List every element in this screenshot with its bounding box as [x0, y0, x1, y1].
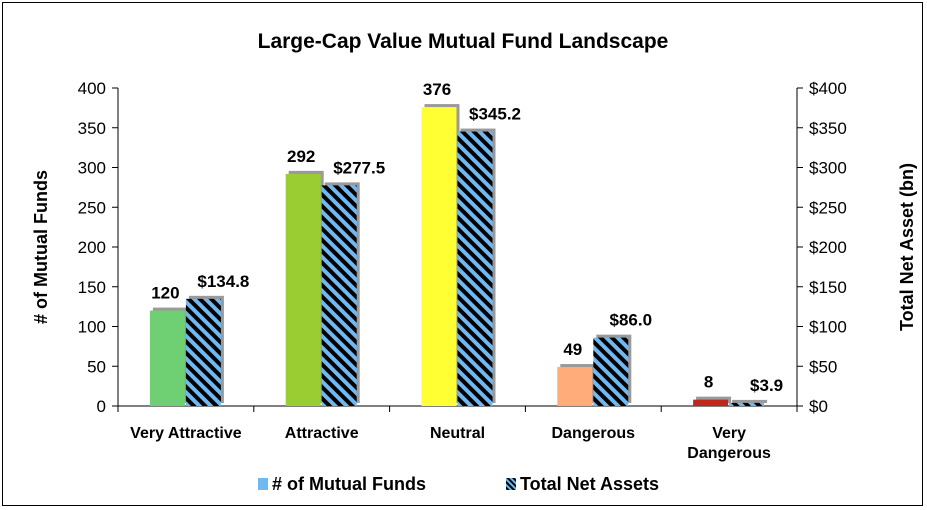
- bar-mutual-funds: [557, 367, 593, 406]
- left-tick-label: 250: [78, 198, 106, 217]
- data-label-mutual-funds: 49: [563, 340, 582, 359]
- data-label-net-assets: $134.8: [197, 272, 249, 291]
- right-tick-label: $200: [809, 238, 847, 257]
- bar-mutual-funds: [285, 173, 321, 406]
- legend-label-mutual-funds: # of Mutual Funds: [272, 474, 426, 494]
- right-tick-label: $350: [809, 119, 847, 138]
- category-label-line: Very: [712, 425, 746, 442]
- left-tick-label: 300: [78, 159, 106, 178]
- left-tick-label: 150: [78, 278, 106, 297]
- data-label-net-assets: $345.2: [469, 105, 521, 124]
- data-label-mutual-funds: 376: [423, 80, 451, 99]
- bar-net-assets: [321, 185, 357, 406]
- data-label-net-assets: $3.9: [750, 376, 783, 395]
- category-label: Dangerous: [552, 425, 636, 442]
- category-label-line: Neutral: [430, 425, 485, 442]
- right-axis: $0 $50 $100 $150 $200 $250 $300 $350 $400 Total N…: [796, 79, 917, 416]
- legend: # of Mutual Funds Total Net Assets: [258, 474, 659, 494]
- legend-swatch-net-assets: [506, 478, 516, 490]
- x-axis: Very Attractive Attractive Neutral Dangerou…: [117, 405, 798, 462]
- left-axis-title: # of Mutual Funds: [31, 170, 51, 324]
- bar-net-assets: [185, 298, 221, 406]
- data-label-net-assets: $86.0: [610, 311, 653, 330]
- category-label: Attractive: [285, 425, 359, 442]
- right-tick-label: $250: [809, 198, 847, 217]
- left-tick-label: 50: [87, 357, 106, 376]
- right-tick-label: $0: [809, 397, 828, 416]
- left-tick-label: 0: [97, 397, 106, 416]
- category-label: Neutral: [430, 425, 485, 442]
- bar-mutual-funds: [149, 310, 185, 406]
- category-label-line: Dangerous: [687, 445, 771, 462]
- bar-mutual-funds: [693, 399, 729, 406]
- category-label: Very Attractive: [130, 425, 242, 442]
- left-tick-label: 100: [78, 318, 106, 337]
- left-tick-label: 200: [78, 238, 106, 257]
- data-label-net-assets: $277.5: [333, 158, 385, 177]
- right-tick-label: $50: [809, 357, 837, 376]
- data-labels: 120 $134.8 292 $277.5 376 $345.2 49 $86.0 8 $3.9: [151, 80, 783, 395]
- legend-label-net-assets: Total Net Assets: [520, 474, 659, 494]
- bar-net-assets: [457, 131, 493, 407]
- right-tick-label: $300: [809, 159, 847, 178]
- right-tick-label: $100: [809, 318, 847, 337]
- category-label-line: Dangerous: [552, 425, 636, 442]
- right-tick-label: $150: [809, 278, 847, 297]
- left-tick-label: 400: [78, 79, 106, 98]
- data-label-mutual-funds: 120: [151, 284, 179, 303]
- right-axis-title: Total Net Asset (bn): [897, 163, 917, 331]
- data-label-mutual-funds: 8: [704, 373, 713, 392]
- right-tick-label: $400: [809, 79, 847, 98]
- left-axis: 0 50 100 150 200 250 300 350 400 # of Mutual Fund…: [31, 79, 119, 416]
- bars: [149, 104, 768, 407]
- chart-title: Large-Cap Value Mutual Fund Landscape: [258, 30, 669, 53]
- data-label-mutual-funds: 292: [287, 147, 315, 166]
- legend-swatch-mutual-funds: [258, 478, 268, 490]
- category-label: Very Dangerous: [687, 425, 771, 462]
- category-label-line: Attractive: [285, 425, 359, 442]
- category-label-line: Very Attractive: [130, 425, 242, 442]
- bar-shadow: [732, 399, 768, 403]
- left-tick-label: 350: [78, 119, 106, 138]
- bar-net-assets: [593, 337, 629, 406]
- bar-net-assets: [729, 402, 765, 406]
- bar-mutual-funds: [421, 107, 457, 406]
